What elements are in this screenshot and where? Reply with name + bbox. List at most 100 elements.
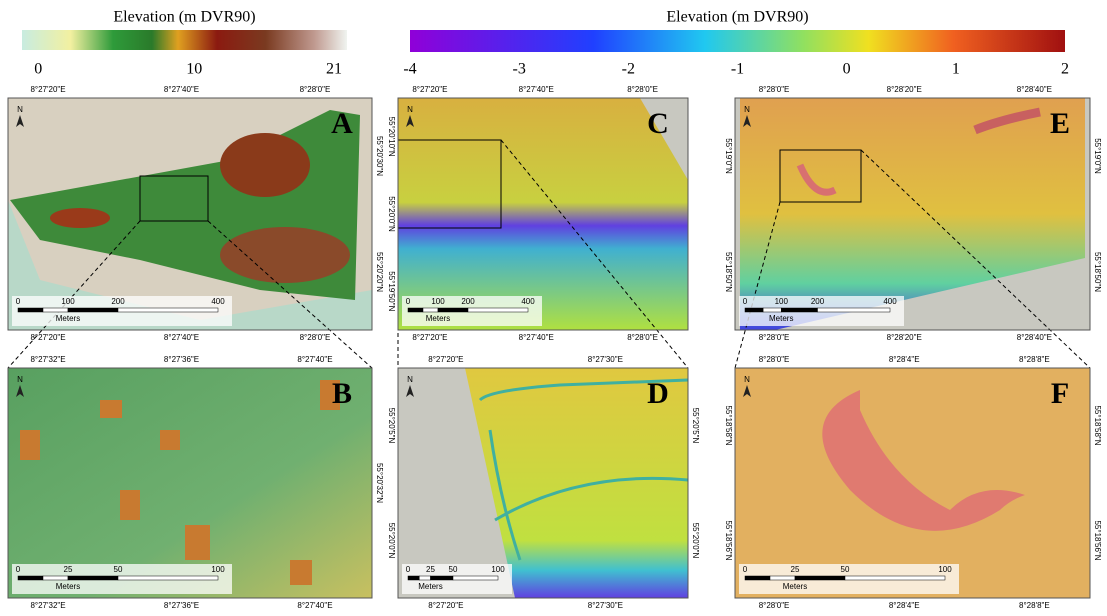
scale-seg: [419, 576, 430, 580]
scale-label: 100: [491, 565, 505, 574]
coord-label: 8°27'20"E: [428, 355, 463, 364]
map-bg: [398, 98, 688, 330]
colorbar-tick: -1: [731, 61, 744, 78]
coord-label: 55°18'58"N: [1093, 405, 1102, 445]
scale-seg: [781, 308, 817, 312]
panel-letter: A: [331, 107, 353, 140]
coord-label: 8°28'0"E: [300, 333, 331, 342]
scale-label: 100: [61, 297, 75, 306]
coord-label: 8°28'0"E: [300, 85, 331, 94]
scale-seg: [845, 576, 945, 580]
coord-label: 55°20'32"N: [375, 463, 384, 503]
scale-seg: [408, 576, 419, 580]
coord-label: 8°28'0"E: [627, 333, 658, 342]
building: [290, 560, 312, 585]
scale-label: 400: [883, 297, 897, 306]
coord-label: 8°27'36"E: [164, 601, 199, 610]
coord-label: 8°28'0"E: [759, 355, 790, 364]
building: [100, 400, 122, 418]
north-label: N: [17, 375, 23, 384]
scale-seg: [68, 308, 118, 312]
coord-label: 8°28'40"E: [1017, 333, 1052, 342]
coord-label: 8°28'40"E: [1017, 85, 1052, 94]
panel-letter: C: [647, 107, 669, 140]
coord-label: 55°20'20"N: [375, 252, 384, 292]
coord-label: 8°27'40"E: [519, 85, 554, 94]
north-label: N: [744, 375, 750, 384]
coord-label: 8°28'0"E: [759, 601, 790, 610]
coord-label: 55°20'0"N: [387, 196, 396, 232]
coord-label: 55°19'0"N: [1093, 138, 1102, 174]
coord-label: 8°27'20"E: [412, 85, 447, 94]
scale-label: 200: [111, 297, 125, 306]
north-label: N: [17, 105, 23, 114]
scale-label: 100: [775, 297, 789, 306]
scale-seg: [745, 576, 770, 580]
coord-label: 8°28'4"E: [889, 601, 920, 610]
scale-seg: [118, 308, 218, 312]
building: [20, 430, 40, 460]
scale-label: 50: [841, 565, 850, 574]
panel-letter: E: [1050, 107, 1070, 140]
coord-label: 8°27'20"E: [30, 85, 65, 94]
coord-label: 55°20'10"N: [387, 117, 396, 157]
coord-label: 8°28'0"E: [759, 333, 790, 342]
scale-seg: [818, 308, 891, 312]
colorbar: [22, 30, 347, 50]
scale-seg: [43, 308, 68, 312]
coord-label: 8°28'8"E: [1019, 601, 1050, 610]
scale-label: 400: [521, 297, 535, 306]
coord-label: 8°27'36"E: [164, 355, 199, 364]
scale-unit: Meters: [56, 314, 80, 323]
colorbar-tick: 10: [186, 61, 202, 78]
map-bg: [8, 368, 372, 598]
colorbar: [410, 30, 1065, 52]
scale-seg: [770, 576, 795, 580]
scale-seg: [43, 576, 68, 580]
dune: [220, 227, 350, 283]
scale-unit: Meters: [418, 582, 442, 591]
scale-seg: [68, 576, 118, 580]
scale-label: 25: [64, 565, 73, 574]
coord-label: 55°18'56"N: [724, 520, 733, 560]
coord-label: 55°18'50"N: [724, 252, 733, 292]
coord-label: 8°27'32"E: [30, 601, 65, 610]
coord-label: 55°20'5"N: [691, 408, 700, 444]
coord-label: 8°27'20"E: [412, 333, 447, 342]
coord-label: 8°28'4"E: [889, 355, 920, 364]
coord-label: 8°27'20"E: [428, 601, 463, 610]
scale-seg: [118, 576, 218, 580]
scale-label: 50: [449, 565, 458, 574]
north-label: N: [744, 105, 750, 114]
coord-label: 55°18'50"N: [1093, 252, 1102, 292]
scale-seg: [423, 308, 438, 312]
scale-seg: [408, 308, 423, 312]
coord-label: 55°20'0"N: [387, 523, 396, 559]
colorbar-tick: -2: [622, 61, 635, 78]
panel-letter: F: [1051, 377, 1069, 410]
scale-label: 0: [406, 565, 411, 574]
coord-label: 8°28'20"E: [887, 333, 922, 342]
scale-label: 100: [938, 565, 952, 574]
scale-label: 50: [114, 565, 123, 574]
scale-label: 0: [743, 565, 748, 574]
coord-label: 8°27'20"E: [30, 333, 65, 342]
scale-unit: Meters: [769, 314, 793, 323]
scale-seg: [795, 576, 845, 580]
coord-label: 8°27'40"E: [164, 333, 199, 342]
scale-seg: [438, 308, 468, 312]
scale-label: 200: [811, 297, 825, 306]
coord-label: 8°27'40"E: [297, 355, 332, 364]
north-label: N: [407, 375, 413, 384]
coord-label: 8°28'0"E: [759, 85, 790, 94]
scale-label: 25: [426, 565, 435, 574]
coord-label: 55°19'50"N: [387, 271, 396, 311]
scale-label: 100: [211, 565, 225, 574]
panel-letter: B: [332, 377, 352, 410]
map-bg: [735, 368, 1090, 598]
coord-label: 8°27'40"E: [164, 85, 199, 94]
coord-label: 8°27'30"E: [588, 355, 623, 364]
scale-seg: [431, 576, 454, 580]
scale-label: 0: [16, 297, 21, 306]
coord-label: 8°27'40"E: [519, 333, 554, 342]
